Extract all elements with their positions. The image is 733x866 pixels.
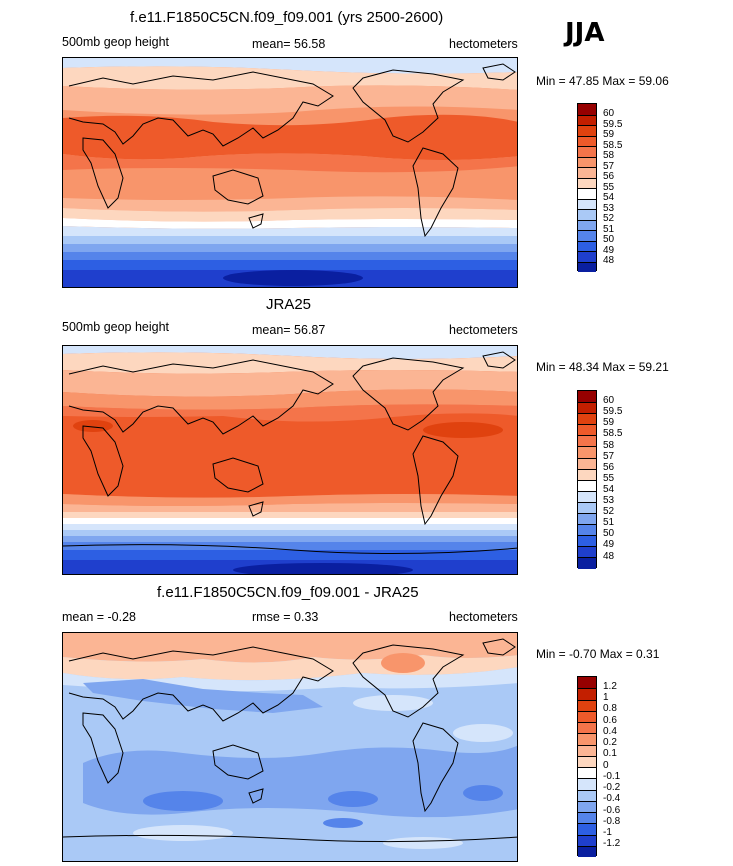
panel1-map [62, 57, 518, 288]
panel2-cbar-label: 51 [603, 517, 615, 528]
panel2-cbar-label: 53 [603, 495, 615, 506]
panel1-cbar-label: 55 [603, 182, 615, 193]
panel1-cbar-label: 52 [603, 213, 615, 224]
panel2-cbar-label: 55 [603, 473, 615, 484]
panel2-contours [63, 346, 517, 574]
panel3-rmse: rmse = 0.33 [252, 610, 319, 624]
panel2-units: hectometers [449, 323, 518, 337]
panel3-mean: mean = -0.28 [62, 610, 137, 624]
panel1-cbar-label: 60 [603, 108, 615, 119]
panel1-cbar-label: 48 [603, 255, 615, 266]
panel3-cbar-label: 1 [603, 692, 609, 703]
panel2-cbar-label: 50 [603, 528, 615, 539]
panel3-units: hectometers [449, 610, 518, 624]
panel3-cbar-label: -1 [603, 827, 612, 838]
panel1-title: f.e11.F1850C5CN.f09_f09.001 (yrs 2500-26… [130, 9, 444, 26]
panel3-minmax: Min = -0.70 Max = 0.31 [536, 647, 660, 661]
panel2-colorbar [577, 390, 597, 569]
panel2-cbar-label: 56 [603, 462, 615, 473]
panel1-cbar-label: 49 [603, 245, 615, 256]
panel1-cbar-label: 57 [603, 161, 615, 172]
panel2-cbar-label: 58.5 [603, 428, 623, 439]
panel3-contours [63, 633, 517, 861]
panel3-cbar-label: 0.2 [603, 737, 617, 748]
panel3-cbar-label: 0.6 [603, 715, 617, 726]
panel3-cbar-label: 1.2 [603, 681, 617, 692]
panel2-cbar-label: 60 [603, 395, 615, 406]
panel2-cbar-label: 52 [603, 506, 615, 517]
panel3-cbar-label: 0.1 [603, 748, 617, 759]
panel1-variable: 500mb geop height [62, 35, 170, 49]
panel1-contours [63, 58, 517, 287]
panel3-cbar-label: 0.4 [603, 726, 617, 737]
panel3-cbar-label: -0.2 [603, 782, 621, 793]
panel1-cbar-label: 58.5 [603, 140, 623, 151]
panel3-cbar-label: -0.1 [603, 771, 621, 782]
panel1-cbar-label: 58 [603, 150, 615, 161]
panel2-map [62, 345, 518, 575]
panel2-minmax: Min = 48.34 Max = 59.21 [536, 360, 669, 374]
panel1-cbar-label: 59 [603, 129, 615, 140]
season-label: JJA [565, 18, 605, 48]
panel2-variable: 500mb geop height [62, 320, 170, 334]
panel3-title: f.e11.F1850C5CN.f09_f09.001 - JRA25 [157, 584, 419, 601]
panel3-cbar-label: -0.8 [603, 816, 621, 827]
panel1-cbar-label: 53 [603, 203, 615, 214]
panel1-cbar-label: 59.5 [603, 119, 623, 130]
panel3-cbar-label: -0.6 [603, 805, 621, 816]
panel2-cbar-label: 48 [603, 551, 615, 562]
panel1-cbar-label: 56 [603, 171, 615, 182]
panel3-cbar-label: -0.4 [603, 793, 621, 804]
panel1-cbar-label: 51 [603, 224, 615, 235]
panel2-cbar-label: 59.5 [603, 406, 623, 417]
panel2-mean: mean= 56.87 [252, 323, 326, 337]
panel1-colorbar [577, 103, 597, 272]
panel3-map [62, 632, 518, 862]
panel2-title: JRA25 [266, 296, 312, 313]
panel3-colorbar [577, 676, 597, 857]
panel1-mean: mean= 56.58 [252, 37, 326, 51]
panel1-cbar-label: 50 [603, 234, 615, 245]
panel1-cbar-label: 54 [603, 192, 615, 203]
panel2-cbar-label: 49 [603, 539, 615, 550]
panel2-cbar-label: 54 [603, 484, 615, 495]
panel2-cbar-label: 59 [603, 417, 615, 428]
panel3-cbar-label: 0 [603, 760, 609, 771]
panel3-cbar-label: 0.8 [603, 703, 617, 714]
panel3-cbar-label: -1.2 [603, 838, 621, 849]
panel2-cbar-label: 58 [603, 440, 615, 451]
panel1-minmax: Min = 47.85 Max = 59.06 [536, 74, 669, 88]
panel2-cbar-label: 57 [603, 451, 615, 462]
panel1-units: hectometers [449, 37, 518, 51]
